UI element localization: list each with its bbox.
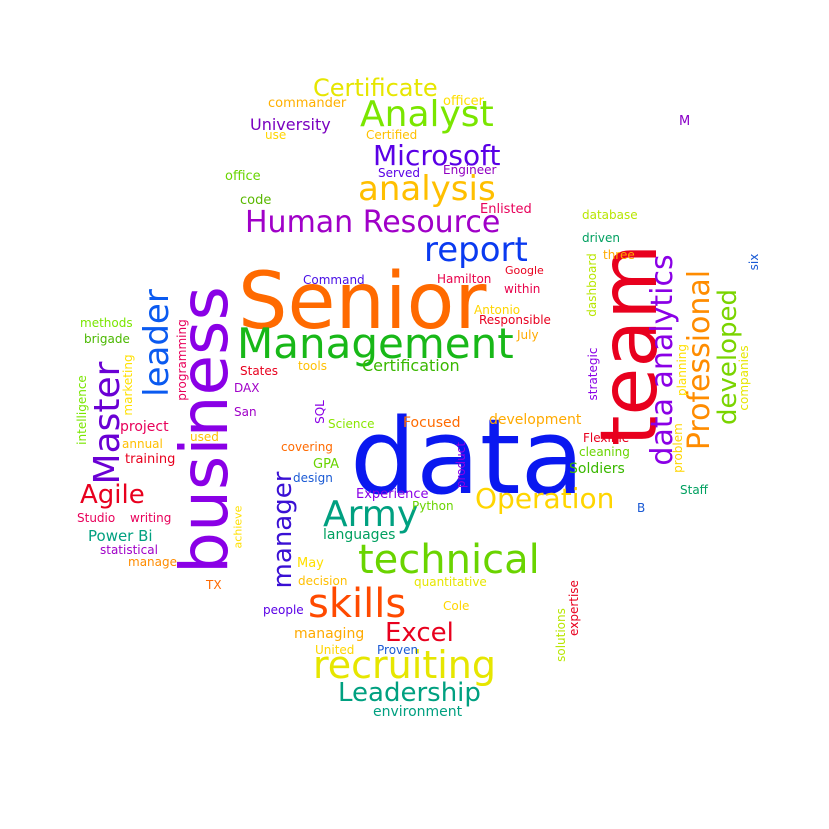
word-certification: Certification [362, 356, 460, 375]
word-dashboard: dashboard [585, 253, 599, 317]
word-focused: Focused [403, 415, 461, 431]
word-tx: TX [206, 578, 222, 592]
word-operation: Operation [475, 482, 615, 515]
word-achieve: achieve [231, 505, 245, 549]
word-excel: Excel [385, 618, 454, 648]
word-intelligence: intelligence [75, 375, 89, 445]
word-office: office [225, 169, 261, 184]
word-manager: manager [268, 471, 298, 589]
word-companies: companies [737, 345, 751, 411]
word-brigade: brigade [84, 332, 130, 346]
word-problem: problem [671, 423, 685, 473]
word-management: Management [237, 319, 514, 368]
word-responsible: Responsible [479, 313, 551, 327]
word-manage: manage [128, 555, 178, 569]
word-quantitative: quantitative [414, 575, 487, 589]
word-project: project [120, 419, 169, 435]
word-army: Army [323, 494, 419, 535]
word-analyst: Analyst [360, 94, 494, 135]
word-writing: writing [130, 511, 172, 525]
word-certificate: Certificate [313, 74, 438, 102]
word-environment: environment [373, 704, 463, 720]
word-recruiting: recruiting [313, 643, 496, 687]
word-six: six [747, 253, 761, 271]
word-product: product [454, 441, 468, 489]
word-agile: Agile [80, 480, 145, 510]
word-engineer: Engineer [443, 163, 497, 177]
word-b: B [637, 501, 646, 515]
word-officer: officer [443, 94, 485, 109]
word-flexible: Flexible [583, 431, 630, 445]
word-hamilton: Hamilton [437, 272, 492, 286]
word-dax: DAX [234, 381, 260, 395]
word-commander: commander [268, 96, 347, 111]
word-experience: Experience [356, 487, 429, 502]
word-cole: Cole [443, 599, 470, 613]
word-marketing: marketing [121, 354, 135, 416]
word-staff: Staff [680, 483, 708, 497]
word-data: data [350, 396, 585, 518]
word-driven: driven [582, 231, 620, 245]
word-science: Science [328, 417, 375, 431]
word-covering: covering [281, 440, 333, 454]
word-methods: methods [80, 316, 133, 330]
word-analysis: analysis [358, 169, 496, 209]
word-antonio: Antonio [474, 303, 521, 317]
word-may: May [297, 556, 324, 571]
word-solutions: solutions [554, 608, 568, 662]
word-sql: SQL [313, 400, 327, 424]
word-design: design [293, 471, 333, 485]
word-three: three [603, 248, 635, 262]
word-development: development [489, 412, 582, 428]
word-expertise: expertise [567, 580, 581, 636]
word-statistical: statistical [100, 543, 158, 557]
word-people: people [263, 603, 304, 617]
word-san: San [234, 405, 257, 419]
word-google: Google [505, 264, 544, 277]
word-used: used [190, 430, 219, 444]
word-tools: tools [298, 359, 327, 373]
word-planning: planning [675, 343, 689, 397]
word-decision: decision [298, 574, 348, 588]
word-skills: skills [308, 581, 407, 627]
word-use: use [265, 128, 287, 142]
word-senior: Senior [238, 257, 487, 347]
word-m: M [679, 114, 691, 129]
word-enlisted: Enlisted [480, 202, 532, 217]
word-gpa: GPA [313, 457, 339, 472]
word-leadership: Leadership [338, 678, 481, 708]
word-technical: technical [358, 537, 540, 583]
word-states: States [240, 364, 279, 378]
word-report: report [424, 230, 528, 270]
word-languages: languages [323, 527, 396, 543]
word-training: training [125, 452, 176, 467]
word-strategic: strategic [586, 347, 600, 401]
word-within: within [504, 282, 541, 296]
word-leader: leader [137, 289, 177, 397]
word-code: code [240, 193, 272, 208]
word-database: database [582, 208, 638, 222]
word-microsoft: Microsoft [373, 139, 501, 172]
word-cleaning: cleaning [579, 445, 630, 459]
word-annual: annual [122, 437, 163, 451]
word-managing: managing [294, 626, 365, 642]
word-programming: programming [175, 319, 189, 401]
word-python: Python [412, 499, 454, 513]
word-certified: Certified [366, 128, 418, 142]
word-served: Served [378, 166, 421, 180]
word-power-bi: Power Bi [88, 527, 153, 545]
word-soldiers: Soldiers [569, 461, 625, 477]
word-command: Command [303, 273, 365, 287]
word-human-resource: Human Resource [245, 205, 501, 240]
word-studio: Studio [77, 511, 116, 525]
word-professional: Professional [682, 269, 717, 451]
word-university: University [250, 115, 331, 134]
word-proven: Proven [377, 643, 419, 657]
word-united: United [315, 643, 355, 657]
word-july: July [517, 328, 539, 342]
